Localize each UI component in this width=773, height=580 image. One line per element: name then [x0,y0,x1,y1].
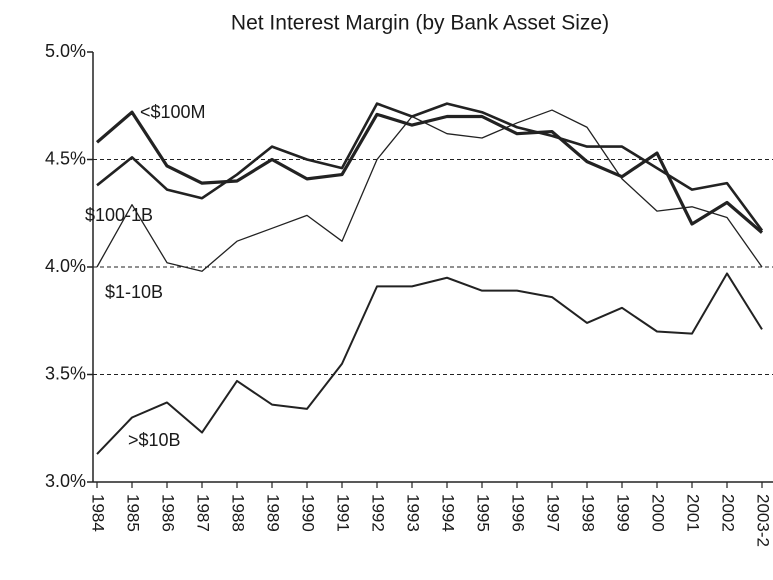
y-tick-label: 3.0% [45,471,86,491]
x-tick-label: 1992 [369,494,388,532]
y-tick-label: 4.5% [45,148,86,168]
x-tick-label: 1998 [579,494,598,532]
x-tick-label: 1991 [334,494,353,532]
series-line [96,109,763,272]
x-tick-label: 2000 [649,494,668,532]
series-label: >$10B [128,430,181,450]
x-tick-label: 1997 [544,494,563,532]
series-label: $100-1B [85,205,153,225]
x-tick-label: 1999 [614,494,633,532]
series-line [95,110,764,234]
y-tick-label: 3.5% [45,363,86,383]
x-tick-label: 1993 [404,494,423,532]
x-tick-label: 2002 [719,494,738,532]
x-tick-label: 1994 [439,494,458,532]
chart-title: Net Interest Margin (by Bank Asset Size) [231,12,609,35]
x-tick-label: 1985 [124,494,143,532]
series-label: $1-10B [105,282,163,302]
x-tick-label: 1989 [264,494,283,532]
x-tick-label: 1988 [229,494,248,532]
x-tick-label: 2003-2 [754,494,773,547]
x-tick-label: 1996 [509,494,528,532]
y-tick-label: 5.0% [45,41,86,61]
y-tick-label: 4.0% [45,256,86,276]
x-tick-label: 1984 [89,494,108,532]
series-label: <$100M [140,102,206,122]
x-tick-label: 1986 [159,494,178,532]
x-tick-label: 1990 [299,494,318,532]
x-tick-label: 2001 [684,494,703,532]
x-tick-label: 1995 [474,494,493,532]
x-tick-label: 1987 [194,494,213,532]
series-line [96,272,763,455]
series-line [96,102,764,232]
